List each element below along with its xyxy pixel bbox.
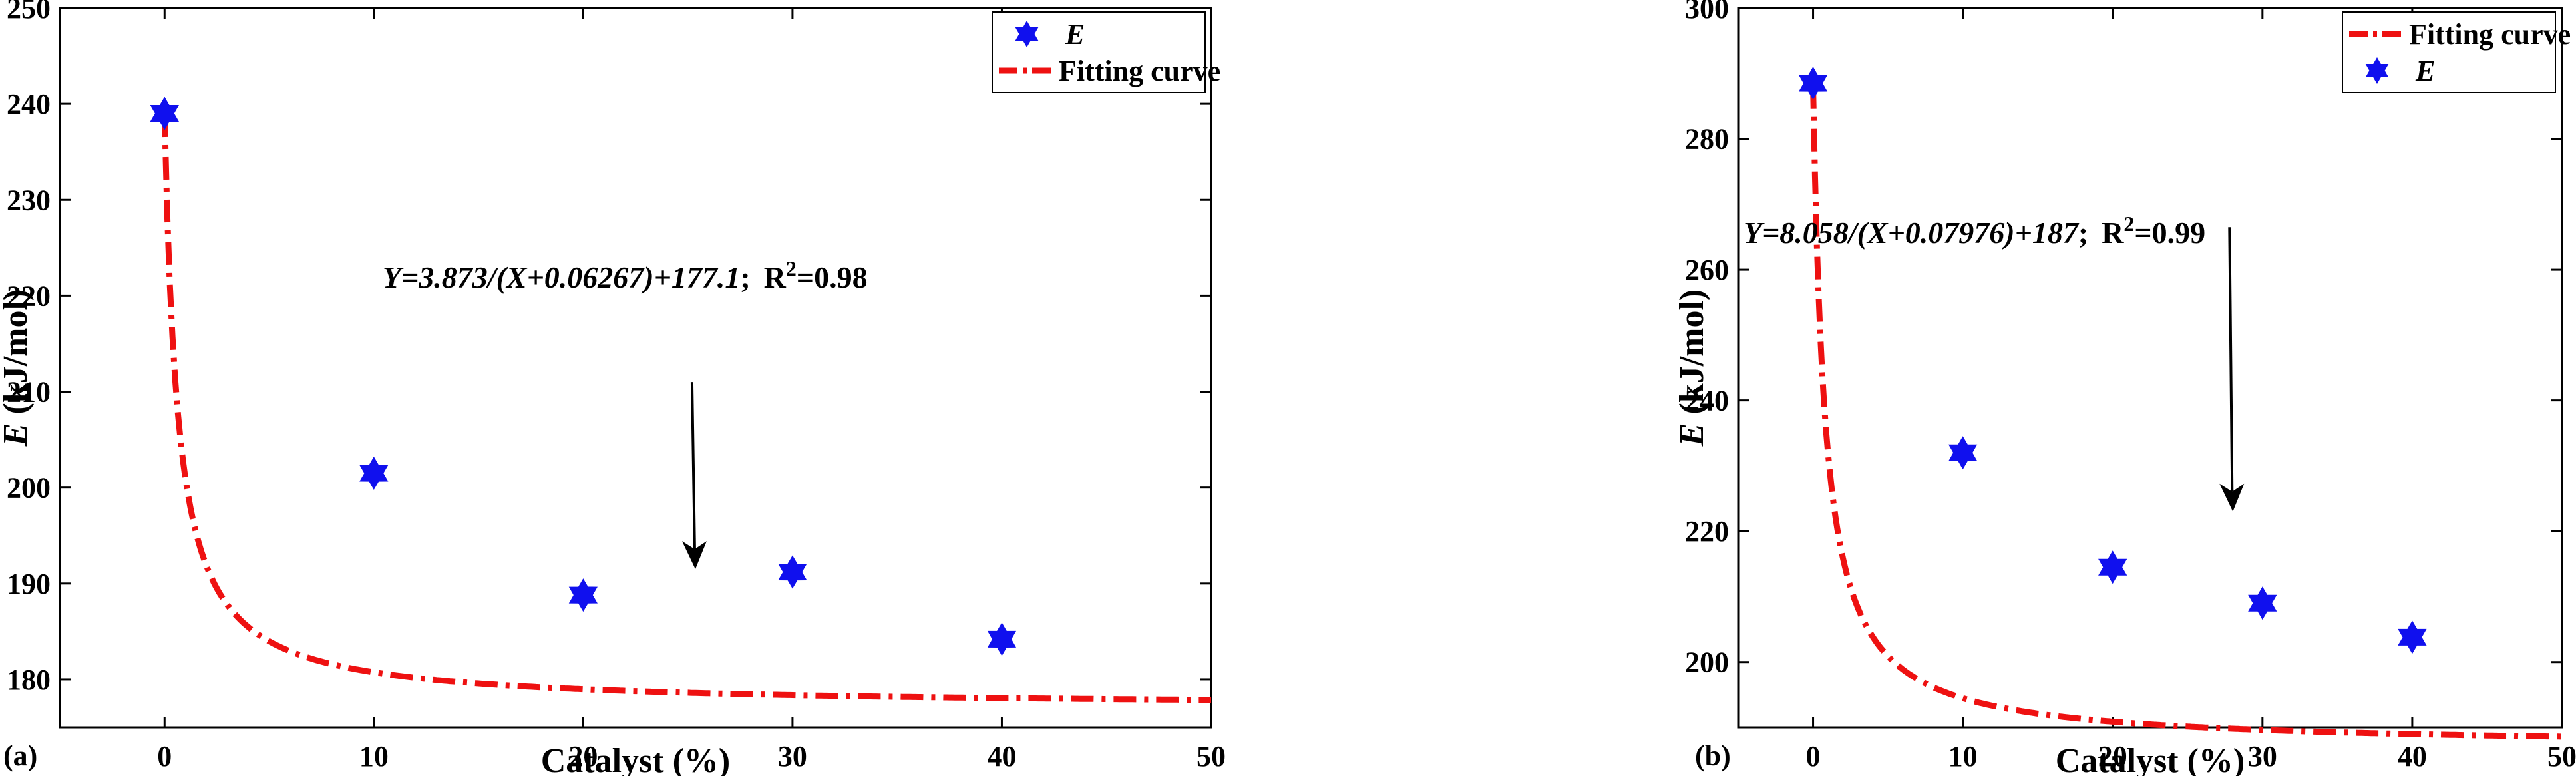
x-tick-label: 20: [568, 740, 598, 773]
x-tick-label: 30: [2248, 740, 2277, 773]
annotation-arrow-head: [2219, 483, 2245, 512]
legend-label-fit: Fitting curve: [1059, 55, 1220, 87]
data-point-star: [1798, 67, 1828, 100]
y-tick-label: 250: [7, 0, 51, 25]
legend-label-fit: Fitting curve: [2409, 18, 2571, 51]
y-axis-label: E (kJ/mol): [0, 290, 35, 447]
y-axis-label-unit: (kJ/mol): [0, 290, 35, 423]
y-tick-label: 240: [1685, 385, 1729, 417]
annotation-arrow-shaft: [2228, 227, 2234, 492]
y-axis-label-variable: E: [1673, 423, 1711, 447]
panel-label: (a): [3, 739, 37, 772]
data-point-star: [150, 97, 179, 130]
fit-equation-separator: ;: [740, 260, 750, 294]
panel-label: (b): [1695, 739, 1731, 772]
x-tick-label: 20: [2098, 740, 2127, 773]
legend-label-points: E: [2415, 55, 2435, 87]
r-squared-value: =0.99: [2134, 216, 2205, 250]
y-tick-label: 200: [1685, 646, 1729, 679]
y-tick-label: 280: [1685, 123, 1729, 156]
x-tick-label: 50: [2547, 740, 2576, 773]
data-point-star: [2098, 550, 2127, 584]
x-tick-label: 10: [359, 740, 389, 773]
y-tick-label: 220: [1685, 515, 1729, 548]
data-point-star: [2398, 620, 2427, 654]
data-point-star: [987, 622, 1017, 656]
x-axis-label: Catalyst (%): [2056, 742, 2245, 776]
fitting-curve: [1810, 86, 2562, 740]
plot-frame: [59, 7, 1212, 729]
panel-a: 0 10 20 30 40 50 180 190 200 210 220 230 240 250 Catal…: [0, 0, 1226, 776]
y-tick-label: 260: [1685, 254, 1729, 286]
y-tick-label: 210: [7, 376, 51, 409]
annotation-arrow-head: [681, 541, 707, 570]
x-tick-label: 0: [1806, 740, 1821, 773]
x-tick-label: 0: [157, 740, 172, 773]
fit-equation: Y=3.873/(X+0.06267)+177.1: [383, 260, 740, 294]
r-squared-value: =0.98: [797, 260, 868, 294]
x-tick-label: 50: [1196, 740, 1226, 773]
legend-star-icon: [1015, 21, 1039, 47]
data-point-star: [568, 578, 598, 612]
y-axis-label-variable: E: [0, 423, 35, 447]
fit-equation: Y=8.058/(X+0.07976)+187: [1744, 216, 2080, 250]
annotation-arrow-shaft: [690, 382, 696, 550]
legend: Fitting curve E: [2342, 11, 2571, 93]
x-axis-label: Catalyst (%): [541, 742, 731, 776]
legend-label-points: E: [1065, 18, 1085, 51]
y-axis-label-unit: (kJ/mol): [1673, 290, 1711, 423]
y-tick-label: 200: [7, 472, 51, 504]
fitting-curve: [161, 114, 1211, 703]
r-squared-prefix: R: [2102, 216, 2124, 250]
y-tick-label: 180: [7, 664, 51, 696]
fit-equation-annotation: Y=3.873/(X+0.06267)+177.1; R2=0.98: [383, 256, 868, 294]
data-point-star: [2248, 586, 2277, 620]
x-tick-label: 40: [987, 740, 1016, 773]
y-tick-label: 230: [7, 184, 51, 216]
y-tick-label: 220: [7, 280, 51, 312]
r-squared-superscript: 2: [2123, 212, 2134, 236]
data-point-star: [1948, 436, 1978, 470]
y-tick-label: 190: [7, 568, 51, 600]
fit-equation-separator: ;: [2078, 216, 2088, 250]
fit-equation-annotation: Y=8.058/(X+0.07976)+187; R2=0.99: [1744, 212, 2205, 250]
y-tick-label: 240: [7, 88, 51, 120]
r-squared-prefix: R: [764, 260, 787, 294]
legend: E Fitting curve: [992, 11, 1220, 93]
data-point-star: [359, 457, 389, 490]
legend-star-icon: [2365, 57, 2389, 84]
y-tick-label: 300: [1685, 0, 1729, 25]
r-squared-superscript: 2: [786, 256, 797, 280]
plot-frame: [1737, 7, 2563, 729]
x-tick-label: 40: [2398, 740, 2427, 773]
panel-b: 0 10 20 30 40 50 200 220 240 260 280 300 Catalyst (%…: [1673, 0, 2576, 776]
data-point-star: [778, 555, 807, 589]
x-tick-label: 10: [1948, 740, 1978, 773]
x-tick-label: 30: [778, 740, 807, 773]
y-axis-label: E (kJ/mol): [1673, 290, 1711, 447]
